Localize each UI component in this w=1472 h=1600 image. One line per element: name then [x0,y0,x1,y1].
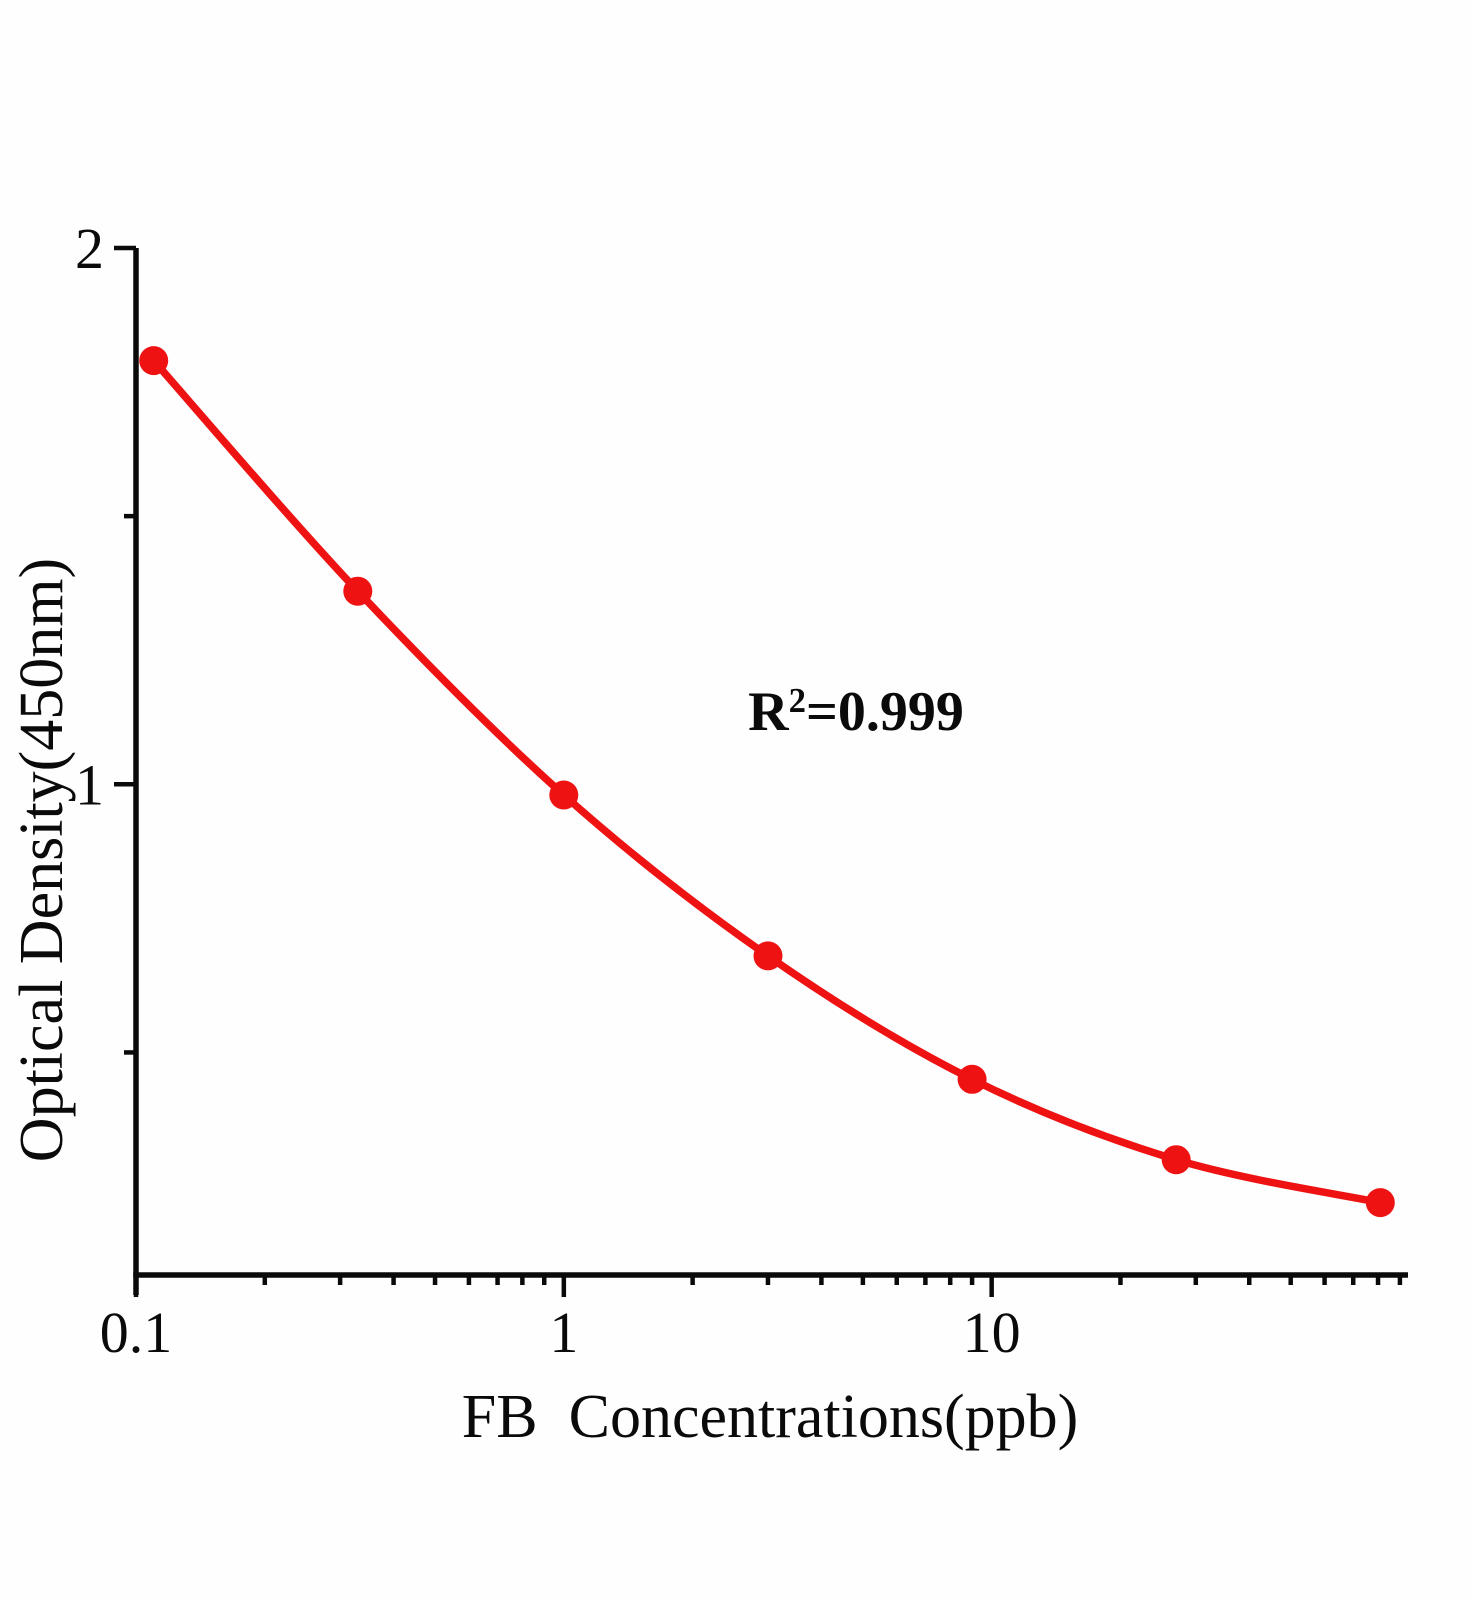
r-squared-exponent: 2 [788,680,806,720]
x-tick-label: 10 [963,1300,1021,1365]
r-squared-annotation: R2=0.999 [748,680,964,743]
x-tick-label: 0.1 [100,1300,173,1365]
y-tick-label: 1 [75,752,104,817]
series-curve [149,356,1385,1207]
r-squared-value: =0.999 [805,681,964,743]
r-squared-base: R [748,681,789,743]
axes [133,248,1408,1295]
data-point-marker [1161,1145,1191,1175]
x-tick-label: 1 [549,1300,578,1365]
axis-ticks [114,245,1403,1297]
data-point-marker [1365,1188,1395,1218]
y-axis-title: Optical Density(450nm) [8,557,76,1163]
data-point-marker [753,941,783,971]
data-point-marker [343,576,373,606]
data-point-marker [957,1064,987,1094]
data-points [139,346,1395,1218]
x-axis-title: FB Concentrations(ppb) [461,1383,1079,1451]
data-point-marker [549,780,579,810]
tick-labels: 0.1 1 10 1 2 [75,216,1021,1365]
y-tick-label: 2 [75,216,104,281]
data-point-marker [139,346,169,376]
